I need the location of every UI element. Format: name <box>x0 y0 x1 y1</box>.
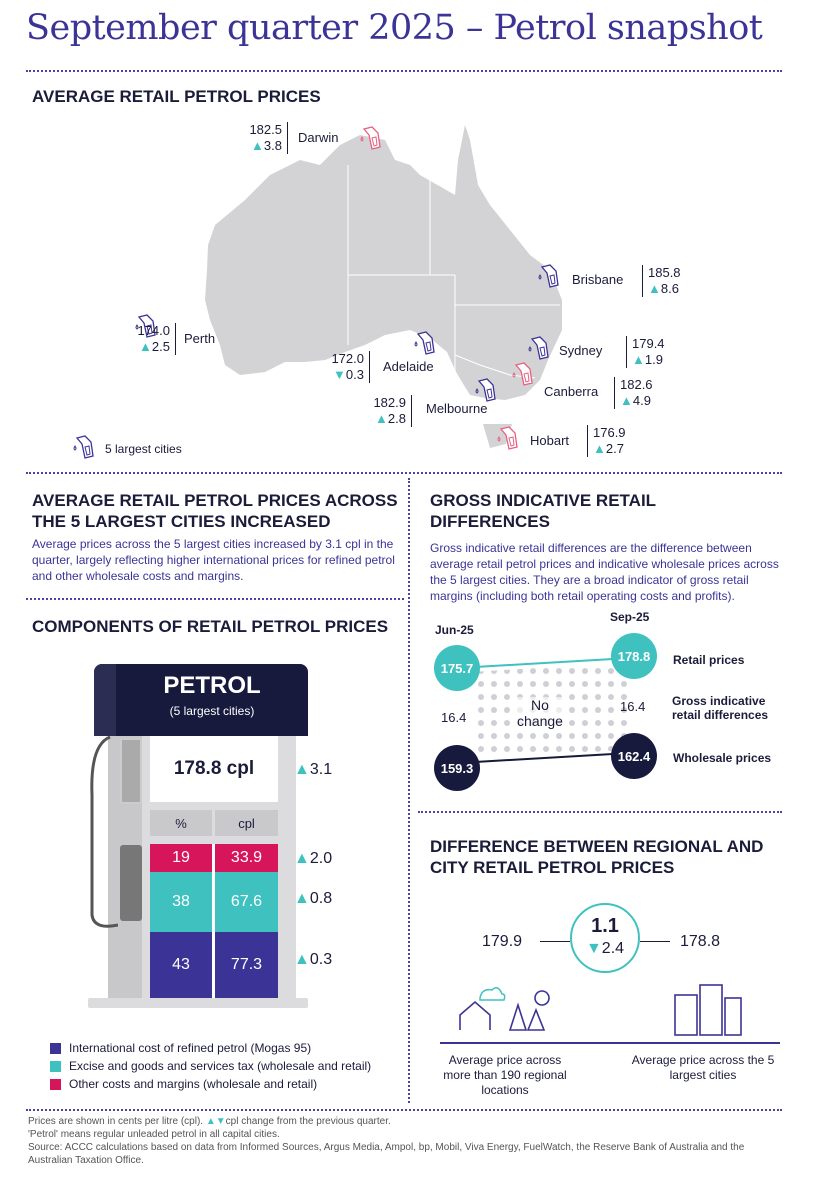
jun-label: Jun-25 <box>435 623 474 637</box>
adelaide-price: 172.0 ▼0.3 <box>320 351 370 383</box>
total-price: 178.8 cpl <box>150 736 278 802</box>
increase-text: Average prices across the 5 largest citi… <box>32 537 395 583</box>
darwin-label: Darwin <box>298 130 339 145</box>
increase-heading: AVERAGE RETAIL PETROL PRICES ACROSS THE … <box>32 491 398 531</box>
legend-item: Other costs and margins (wholesale and r… <box>50 1077 371 1091</box>
canberra-label: Canberra <box>544 384 599 399</box>
pump-base <box>88 998 308 1008</box>
mainland <box>205 125 562 400</box>
divider <box>26 598 404 600</box>
sydney-price: 179.4 ▲1.9 <box>626 336 665 368</box>
wholesale-sep: 162.4 <box>611 733 657 779</box>
city-caption: Average price across the 5 largest citie… <box>631 1053 775 1082</box>
hose-icon <box>90 735 118 928</box>
difference-circle <box>570 903 640 973</box>
pump-icon-darwin <box>360 126 381 150</box>
darwin-price: 182.5 ▲3.8 <box>240 122 288 154</box>
pump-icon-canberra <box>512 362 533 386</box>
pump-meter-icon <box>120 738 142 804</box>
regional-caption: Average price across more than 190 regio… <box>443 1053 567 1097</box>
no-change-label: No change <box>515 697 565 729</box>
gird-label: Gross indicative retail differences <box>672 694 769 722</box>
other-change: ▲2.0 <box>294 850 333 867</box>
diff-sep: 16.4 <box>620 699 646 714</box>
divider <box>418 811 782 813</box>
other-cpl: 33.9 <box>215 844 278 872</box>
components-legend: International cost of refined petrol (Mo… <box>50 1041 371 1091</box>
page-title: September quarter 2025 – Petrol snapshot <box>26 8 763 48</box>
international-pct: 43 <box>150 932 212 998</box>
connector-line <box>540 941 570 942</box>
divider <box>26 70 782 72</box>
melbourne-price: 182.9 ▲2.8 <box>360 395 412 427</box>
canberra-price: 182.6 ▲4.9 <box>614 377 653 409</box>
legend-swatch <box>50 1042 61 1054</box>
excise-change: ▲0.8 <box>294 890 333 907</box>
brisbane-label: Brisbane <box>572 272 624 287</box>
nozzle-icon <box>120 845 142 921</box>
town-and-city-illustration <box>440 984 780 1044</box>
melbourne-label: Melbourne <box>426 401 488 416</box>
international-change: ▲0.3 <box>294 951 333 968</box>
excise-pct: 38 <box>150 872 212 932</box>
sydney-label: Sydney <box>559 343 603 358</box>
divider <box>26 1109 782 1111</box>
pump-head <box>94 664 308 736</box>
adelaide-label: Adelaide <box>383 359 434 374</box>
legend-item: International cost of refined petrol (Mo… <box>50 1041 371 1055</box>
gird-text: Gross indicative retail differences are … <box>430 541 779 603</box>
regional-price: 179.9 <box>482 933 523 950</box>
pump-head-side <box>94 664 116 736</box>
pump-subtitle: (5 largest cities) <box>169 704 255 718</box>
gird-heading: GROSS INDICATIVE RETAIL DIFFERENCES <box>430 491 656 531</box>
sep-label: Sep-25 <box>610 610 650 624</box>
pump-icon-brisbane <box>538 264 559 288</box>
excise-cpl: 67.6 <box>215 872 278 932</box>
diff-jun: 16.4 <box>441 710 467 725</box>
pump-icon-adelaide <box>265 330 289 356</box>
divider-vertical <box>408 478 410 1103</box>
footer-notes: Prices are shown in cents per litre (cpl… <box>28 1116 745 1166</box>
retail-jun: 175.7 <box>434 645 480 691</box>
other-pct: 19 <box>150 844 212 872</box>
retail-sep: 178.8 <box>611 633 657 679</box>
international-cpl: 77.3 <box>215 932 278 998</box>
wholesale-prices-label: Wholesale prices <box>673 751 772 765</box>
col-header-cpl: cpl <box>215 810 278 836</box>
pump-icon-legend <box>73 435 94 459</box>
difference-value: 1.1 <box>591 915 619 937</box>
legend-swatch <box>50 1078 61 1090</box>
house-icon <box>459 1000 491 1030</box>
difference-change: ▼2.4 <box>585 940 625 957</box>
map-legend-label: 5 largest cities <box>105 442 182 456</box>
legend-swatch <box>50 1060 61 1072</box>
pump-icon-melbourne <box>475 378 496 402</box>
hobart-label: Hobart <box>530 433 570 448</box>
connector-line <box>640 941 670 942</box>
components-heading: COMPONENTS OF RETAIL PETROL PRICES <box>32 617 389 636</box>
perth-price: 174.0 ▲2.5 <box>126 323 176 355</box>
pump-icon-hobart <box>497 426 518 450</box>
retail-prices-label: Retail prices <box>673 653 745 667</box>
col-header-pct: % <box>150 810 212 836</box>
australia-map <box>205 125 562 448</box>
hobart-price: 176.9 ▲2.7 <box>587 425 626 457</box>
total-change: ▲3.1 <box>294 761 333 778</box>
brisbane-price: 185.8 ▲8.6 <box>642 265 681 297</box>
regional-heading: DIFFERENCE BETWEEN REGIONAL AND CITY RET… <box>430 837 764 877</box>
pump-icon-sydney <box>528 336 549 360</box>
wholesale-jun: 159.3 <box>434 745 480 791</box>
legend-item: Excise and goods and services tax (whole… <box>50 1059 371 1073</box>
cloud-icon <box>479 987 506 1001</box>
divider <box>26 472 782 474</box>
pump-title: PETROL <box>163 672 261 699</box>
city-price: 178.8 <box>680 933 721 950</box>
cell-separator <box>212 844 215 998</box>
state-borders <box>347 165 560 395</box>
map-heading: AVERAGE RETAIL PETROL PRICES <box>32 87 321 106</box>
pump-icon-adelaide-marker <box>414 331 435 355</box>
perth-label: Perth <box>184 331 216 346</box>
